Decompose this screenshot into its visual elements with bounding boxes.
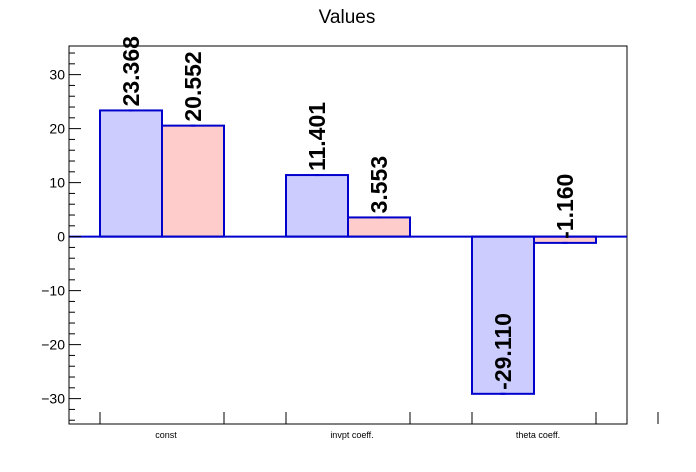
y-tick-label: −20 bbox=[41, 337, 65, 353]
data-label: 23.368 bbox=[118, 36, 144, 107]
y-tick-label: −10 bbox=[41, 283, 65, 299]
x-category-label: theta coeff. bbox=[516, 430, 560, 440]
data-label: 20.552 bbox=[180, 51, 206, 121]
bar bbox=[99, 109, 163, 238]
y-tick-label: 10 bbox=[49, 175, 65, 191]
y-tick-label: −30 bbox=[41, 391, 65, 407]
data-label: 3.553 bbox=[366, 156, 392, 214]
y-tick-label: 20 bbox=[49, 121, 65, 137]
y-tick-label: 30 bbox=[49, 67, 65, 83]
data-label: 11.401 bbox=[304, 102, 330, 171]
data-label: -1.160 bbox=[552, 174, 578, 239]
data-label: -29.110 bbox=[490, 313, 516, 390]
y-tick-label: 0 bbox=[57, 229, 65, 245]
bar bbox=[285, 174, 349, 238]
plot-frame bbox=[68, 45, 628, 425]
x-category-label: const bbox=[155, 430, 177, 440]
bar bbox=[161, 124, 225, 238]
chart-title: Values bbox=[319, 7, 376, 28]
bar bbox=[471, 235, 535, 395]
bar bbox=[347, 216, 411, 238]
x-category-label: invpt coeff. bbox=[330, 430, 373, 440]
